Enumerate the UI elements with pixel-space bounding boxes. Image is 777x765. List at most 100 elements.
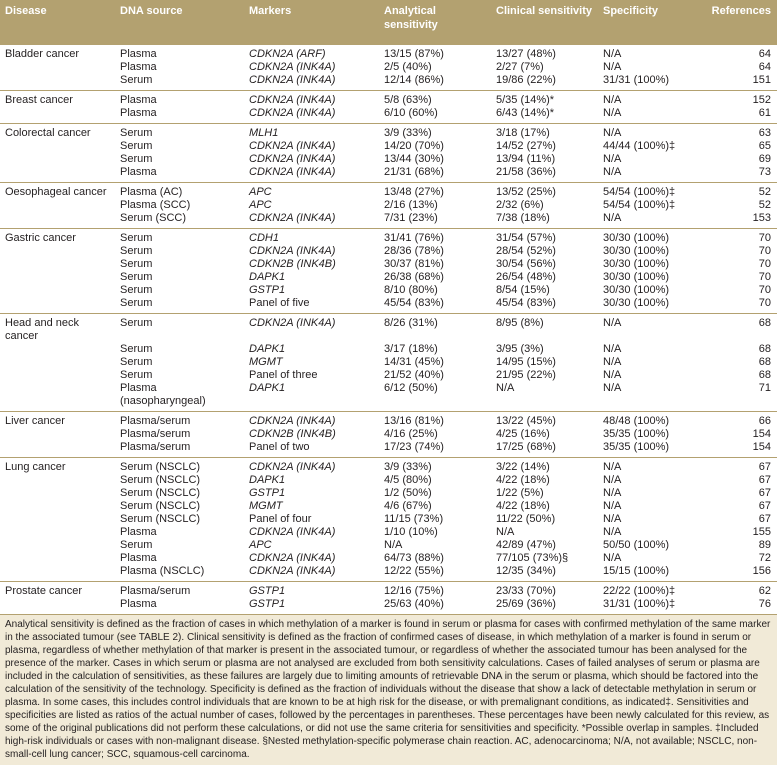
specificity: N/A [603, 107, 622, 119]
dna-source: Serum (NSCLC) [115, 457, 244, 474]
dna-source: Plasma [115, 90, 244, 107]
disease-cell: Lung cancer [0, 457, 115, 474]
header-row: Disease DNA source Markers Analytical sensi… [0, 0, 777, 45]
column-header: Specificity [598, 0, 698, 45]
clinical-sensitivity: 4/25 (16%) [496, 428, 550, 440]
marker: CDKN2A (INK4A) [249, 245, 336, 257]
specificity: N/A [598, 457, 698, 474]
dna-source: Serum [120, 539, 153, 551]
reference: 76 [758, 598, 771, 610]
clinical-sensitivity: 11/22 (50%) [496, 513, 556, 525]
marker: Panel of three [249, 369, 318, 381]
marker: APC [249, 539, 272, 551]
analytical-sensitivity: 3/17 (18%) [384, 343, 438, 355]
marker: CDKN2A (INK4A) [244, 90, 379, 107]
disease-cell [0, 598, 115, 614]
table-row: Plasma CDKN2A (INK4A) 2/5 (40%) 2/27 (7%) N/… [0, 61, 777, 74]
disease-group: Gastric cancer Serum CDH1 31/41 (76%) 31/54 … [0, 228, 777, 314]
analytical-sensitivity: 25/63 (40%) [384, 598, 444, 610]
reference: 71 [758, 382, 771, 394]
marker: CDKN2A (INK4A) [249, 74, 336, 86]
dna-source: Plasma [120, 107, 157, 119]
disease-group: Prostate cancer Plasma/serum GSTP1 12/16 (7… [0, 581, 777, 615]
reference: 67 [758, 500, 771, 512]
table-row: Serum (NSCLC) MGMT 4/6 (67%) 4/22 (18%) N/A 6… [0, 500, 777, 513]
column-header: References [698, 0, 777, 45]
reference: 70 [758, 245, 771, 257]
clinical-sensitivity: N/A [496, 382, 515, 394]
table-row: Gastric cancer Serum CDH1 31/41 (76%) 31/54 … [0, 228, 777, 245]
table-row: Serum (NSCLC) GSTP1 1/2 (50%) 1/22 (5%) N/A 6… [0, 487, 777, 500]
disease-cell [0, 500, 115, 513]
table-row: Plasma CDKN2A (INK4A) 1/10 (10%) N/A N/A 155 [0, 526, 777, 539]
marker: Panel of four [249, 513, 312, 525]
table-row: Prostate cancer Plasma/serum GSTP1 12/16 (7… [0, 581, 777, 598]
column-header: DNA source [115, 0, 244, 45]
reference: 152 [698, 90, 777, 107]
table-row: Serum DAPK1 26/38 (68%) 26/54 (48%) 30/30 (1… [0, 271, 777, 284]
footnote: Analytical sensitivity is defined as the… [0, 614, 777, 765]
table-row: Serum CDKN2B (INK4B) 30/37 (81%) 30/54 (56%… [0, 258, 777, 271]
clinical-sensitivity: 13/27 (48%) [491, 44, 598, 61]
clinical-sensitivity: 6/43 (14%)* [496, 107, 555, 119]
marker: Panel of two [249, 441, 310, 453]
reference: 154 [752, 441, 771, 453]
marker: DAPK1 [249, 474, 286, 486]
specificity: 54/54 (100%)‡ [598, 182, 698, 199]
dna-source: Plasma/serum [115, 411, 244, 428]
clinical-sensitivity: 26/54 (48%) [496, 271, 556, 283]
table-row: Serum CDKN2A (INK4A) 13/44 (30%) 13/94 (11%… [0, 153, 777, 166]
dna-source: Serum (SCC) [120, 212, 187, 224]
dna-source: Serum [120, 356, 153, 368]
marker: APC [249, 199, 272, 211]
clinical-sensitivity: 12/35 (34%) [496, 565, 556, 577]
specificity: 22/22 (100%)‡ [598, 581, 698, 598]
table-row: Serum (SCC) CDKN2A (INK4A) 7/31 (23%) 7/38 … [0, 212, 777, 229]
column-header: Clinical sensitivity [491, 0, 598, 45]
clinical-sensitivity: 30/54 (56%) [496, 258, 556, 270]
marker: CDKN2A (INK4A) [249, 61, 336, 73]
analytical-sensitivity: 21/52 (40%) [384, 369, 444, 381]
table-row: Colorectal cancer Serum MLH1 3/9 (33%) 3/18 … [0, 123, 777, 140]
table-row: Serum APC N/A 42/89 (47%) 50/50 (100%) 89 [0, 539, 777, 552]
disease-cell [0, 258, 115, 271]
marker: GSTP1 [249, 487, 286, 499]
reference: 70 [758, 284, 771, 296]
clinical-sensitivity: 8/95 (8%) [491, 313, 598, 343]
disease-group: Breast cancer Plasma CDKN2A (INK4A) 5/8 (63… [0, 90, 777, 124]
table-row: Plasma (SCC) APC 2/16 (13%) 2/32 (6%) 54/54 … [0, 199, 777, 212]
analytical-sensitivity: 1/2 (50%) [384, 487, 432, 499]
disease-cell [0, 199, 115, 212]
reference: 64 [698, 44, 777, 61]
marker: CDKN2A (INK4A) [249, 140, 336, 152]
dna-source: Serum [115, 313, 244, 343]
disease-cell [0, 552, 115, 565]
disease-cell [0, 565, 115, 582]
specificity: 30/30 (100%) [603, 297, 670, 309]
specificity: N/A [598, 90, 698, 107]
clinical-sensitivity: 21/95 (22%) [496, 369, 556, 381]
analytical-sensitivity: 8/10 (80%) [384, 284, 438, 296]
table-row: Serum CDKN2A (INK4A) 14/20 (70%) 14/52 (27%… [0, 140, 777, 153]
clinical-sensitivity: 3/95 (3%) [496, 343, 544, 355]
analytical-sensitivity: 6/10 (60%) [384, 107, 438, 119]
disease-cell [0, 284, 115, 297]
specificity: 30/30 (100%) [603, 258, 670, 270]
analytical-sensitivity: 4/6 (67%) [384, 500, 432, 512]
disease-cell: Bladder cancer [0, 44, 115, 61]
analytical-sensitivity: 2/16 (13%) [384, 199, 438, 211]
clinical-sensitivity: 13/52 (25%) [491, 182, 598, 199]
clinical-sensitivity: 31/54 (57%) [491, 228, 598, 245]
analytical-sensitivity: 28/36 (78%) [384, 245, 444, 257]
dna-source: Plasma [120, 526, 157, 538]
specificity: N/A [603, 513, 622, 525]
table-row: Serum Panel of three 21/52 (40%) 21/95 (22%… [0, 369, 777, 382]
reference: 156 [752, 565, 771, 577]
specificity: N/A [603, 356, 622, 368]
reference: 73 [758, 166, 771, 178]
dna-source: Plasma [120, 552, 157, 564]
specificity: N/A [603, 153, 622, 165]
dna-source: Plasma (NSCLC) [120, 565, 205, 577]
clinical-sensitivity: 19/86 (22%) [496, 74, 556, 86]
disease-group: Colorectal cancer Serum MLH1 3/9 (33%) 3/18 … [0, 123, 777, 183]
